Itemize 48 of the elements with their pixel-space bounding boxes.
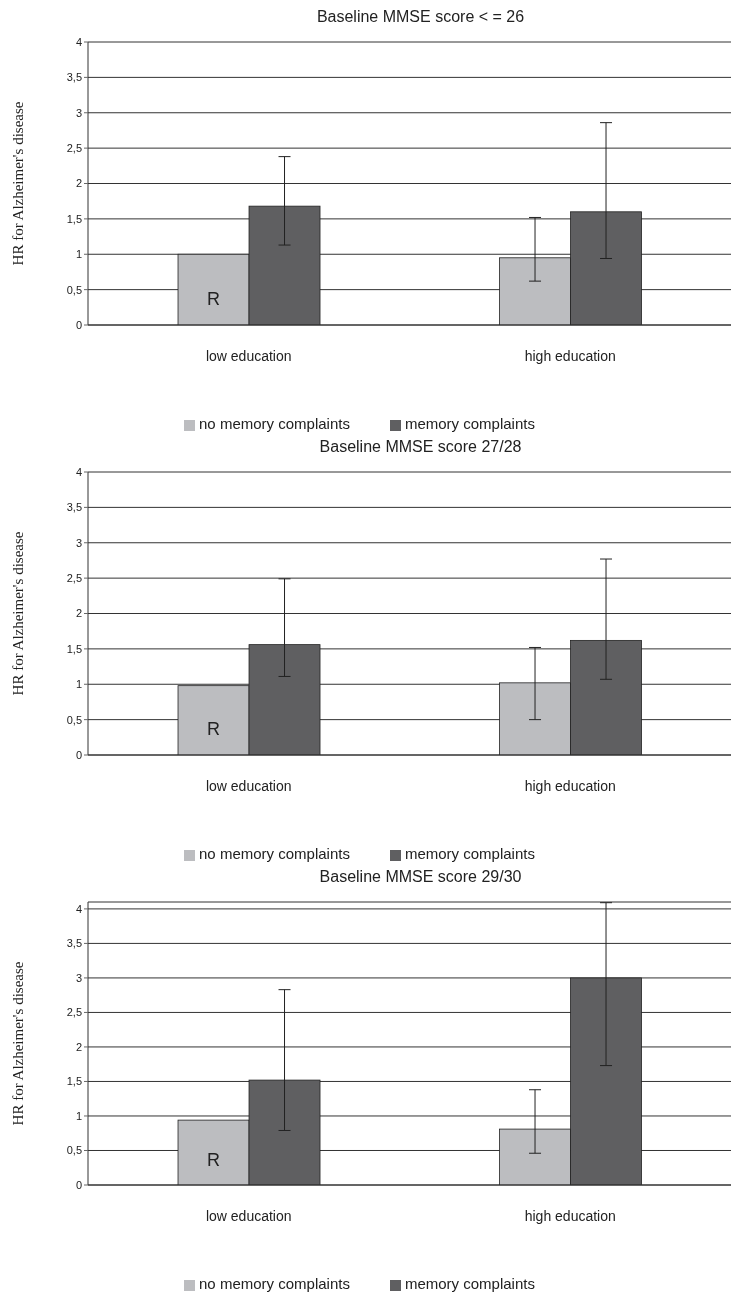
y-tick-label: 0 [75,318,82,331]
y-tick-label: 1 [75,1109,82,1122]
y-tick-label: 4 [75,902,82,915]
chart-title: Baseline MMSE score 29/30 [318,868,523,887]
legend-label: no memory complaints [199,1275,350,1292]
legend-label: memory complaints [404,845,535,862]
y-tick-label: 0 [75,1178,82,1191]
y-tick-label: 3,5 [66,501,82,514]
y-tick-label: 2,5 [66,142,82,155]
x-tick-label: low education [205,347,292,364]
legend-label: no memory complaints [199,415,350,432]
chart-title: Baseline MMSE score < = 26 [315,8,526,27]
y-tick-label: 3 [75,106,82,119]
x-tick-label: low education [205,777,292,794]
y-axis-title: HR for Alzheimer's disease [10,961,27,1126]
y-tick-label: 0,5 [66,713,82,726]
legend-label: memory complaints [404,1275,535,1292]
annotation: R [207,1149,221,1170]
y-tick-label: 0 [75,748,82,761]
y-tick-label: 4 [75,35,82,48]
y-tick-label: 1,5 [66,1075,82,1088]
y-tick-label: 1 [75,678,82,691]
y-tick-label: 1 [75,248,82,261]
y-tick-label: 2 [75,1040,82,1053]
y-tick-label: 3,5 [66,71,82,84]
y-tick-label: 0,5 [66,1144,82,1157]
y-axis-title: HR for Alzheimer's disease [10,531,27,696]
y-tick-label: 3,5 [66,937,82,950]
y-tick-label: 1,5 [66,642,82,655]
x-tick-label: high education [524,1207,616,1224]
annotation: R [207,718,221,739]
y-tick-label: 2 [75,607,82,620]
x-tick-label: high education [524,777,616,794]
y-tick-label: 0,5 [66,283,82,296]
y-tick-label: 2,5 [66,572,82,585]
y-axis-title: HR for Alzheimer's disease [10,101,27,266]
y-tick-label: 2,5 [66,1006,82,1019]
x-tick-label: low education [205,1207,292,1224]
y-tick-label: 1,5 [66,212,82,225]
annotation: R [207,288,221,309]
x-tick-label: high education [524,347,616,364]
legend-label: memory complaints [404,415,535,432]
y-tick-label: 2 [75,177,82,190]
y-tick-label: 4 [75,465,82,478]
chart-title: Baseline MMSE score 27/28 [318,438,523,457]
y-tick-label: 3 [75,536,82,549]
y-tick-label: 3 [75,971,82,984]
legend-label: no memory complaints [199,845,350,862]
